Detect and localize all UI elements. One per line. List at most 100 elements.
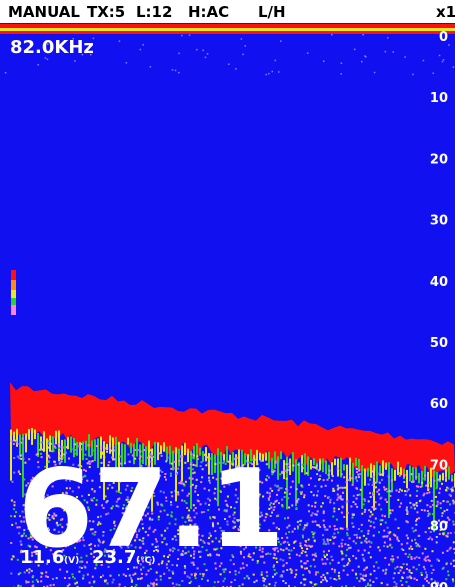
speckle xyxy=(243,514,246,517)
speckle xyxy=(299,491,302,494)
speckle xyxy=(208,503,211,506)
speckle xyxy=(110,449,113,452)
speckle xyxy=(349,546,352,549)
speckle xyxy=(252,497,255,500)
speckle xyxy=(392,533,395,536)
speckle xyxy=(4,72,7,74)
echo-streak xyxy=(286,456,288,510)
speckle xyxy=(386,501,388,503)
speckle xyxy=(274,484,277,487)
speckle xyxy=(414,529,417,532)
speckle xyxy=(209,499,211,502)
speckle xyxy=(424,559,427,562)
speckle xyxy=(379,523,382,526)
speckle xyxy=(336,498,339,501)
echo-streak xyxy=(436,471,438,488)
speckle xyxy=(102,534,105,537)
echo-streak xyxy=(130,442,132,454)
speckle xyxy=(130,507,133,509)
speckle xyxy=(72,575,74,578)
speckle xyxy=(80,504,83,507)
speckle xyxy=(260,459,262,462)
speckle xyxy=(197,494,199,496)
speckle xyxy=(141,539,143,542)
speckle xyxy=(156,503,159,506)
speckle xyxy=(78,540,81,543)
speckle xyxy=(425,571,427,574)
speckle xyxy=(355,468,358,471)
speckle xyxy=(337,531,340,534)
speckle xyxy=(127,568,130,570)
surface-echo xyxy=(0,28,455,31)
speckle xyxy=(68,516,71,518)
speckle xyxy=(299,520,302,522)
speckle xyxy=(278,71,280,73)
speckle xyxy=(412,566,415,569)
speckle xyxy=(325,580,328,583)
speckle xyxy=(380,582,383,585)
speckle xyxy=(194,464,197,467)
speckle xyxy=(288,553,291,556)
speckle xyxy=(147,506,150,509)
speckle xyxy=(284,517,286,520)
speckle xyxy=(282,564,285,567)
speckle xyxy=(25,509,28,512)
speckle xyxy=(234,570,237,573)
echo-streak xyxy=(184,442,186,456)
echo-streak xyxy=(82,441,84,461)
echo-streak xyxy=(406,469,408,489)
speckle xyxy=(344,543,347,546)
speckle xyxy=(86,462,89,465)
speckle xyxy=(47,461,50,464)
speckle xyxy=(408,569,411,572)
speckle xyxy=(96,557,98,560)
speckle xyxy=(205,569,208,572)
speckle xyxy=(35,546,38,549)
speckle xyxy=(51,485,54,488)
speckle xyxy=(399,566,402,568)
speckle xyxy=(188,519,190,522)
speckle xyxy=(141,558,144,561)
speckle xyxy=(34,545,37,548)
speckle xyxy=(223,460,226,463)
speckle xyxy=(270,506,273,509)
speckle xyxy=(265,553,268,556)
speckle xyxy=(320,485,323,488)
speckle xyxy=(44,57,47,59)
speckle xyxy=(175,538,178,541)
speckle xyxy=(300,492,303,495)
speckle xyxy=(397,527,400,530)
speckle xyxy=(184,480,187,483)
speckle xyxy=(139,459,142,462)
speckle xyxy=(342,557,345,560)
speckle xyxy=(144,552,147,555)
speckle xyxy=(87,506,90,509)
speckle xyxy=(209,554,212,557)
speckle xyxy=(418,500,421,503)
speckle xyxy=(52,517,55,520)
speckle xyxy=(163,538,166,540)
speckle xyxy=(73,511,76,514)
speckle xyxy=(19,572,22,574)
speckle xyxy=(359,488,362,491)
speckle xyxy=(78,517,81,520)
speckle xyxy=(190,461,193,464)
speckle xyxy=(157,515,160,518)
speckle xyxy=(51,515,54,517)
speckle xyxy=(202,575,205,578)
speckle xyxy=(203,453,206,456)
speckle xyxy=(182,539,185,542)
speckle xyxy=(96,523,99,526)
speckle xyxy=(351,477,354,480)
speckle xyxy=(241,583,244,586)
speckle xyxy=(55,514,58,517)
speckle xyxy=(43,530,46,533)
speckle xyxy=(262,576,265,579)
speckle xyxy=(282,559,285,562)
speckle xyxy=(45,516,48,519)
echo-streak xyxy=(187,448,189,463)
speckle xyxy=(339,497,342,500)
speckle xyxy=(203,487,206,490)
speckle xyxy=(383,535,386,538)
speckle xyxy=(214,530,217,533)
